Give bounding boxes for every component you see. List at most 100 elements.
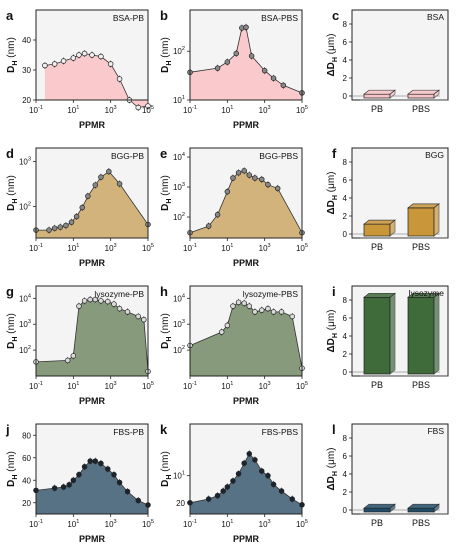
- data-point-j: [116, 479, 123, 486]
- plot-border-b: [189, 9, 303, 101]
- plot-border-j: [35, 423, 149, 515]
- data-point-g: [111, 301, 117, 307]
- y-tick-label: 80: [22, 431, 31, 440]
- data-point-k: [220, 488, 226, 494]
- y-tick-label: 103: [19, 319, 31, 329]
- data-point-b: [280, 82, 287, 89]
- data-point-g: [70, 353, 77, 359]
- data-point-d: [79, 204, 85, 211]
- plot-frame-l: [351, 423, 449, 515]
- bar-side-PB: [389, 89, 396, 99]
- panel-title-l: FBS: [427, 426, 444, 436]
- svg-text:DH (nm): DH (nm): [160, 175, 173, 211]
- data-point-g: [92, 296, 99, 303]
- data-point-a: [76, 52, 82, 58]
- panel-title-f: BGG: [425, 150, 444, 160]
- area-fill-d: [36, 171, 148, 238]
- data-point-j: [76, 471, 82, 478]
- x-tick-label: 103: [105, 519, 117, 529]
- y-tick-label: 8: [343, 20, 348, 29]
- bar-PB: [363, 223, 391, 237]
- y-axis-label-e: DH (nm): [160, 175, 173, 211]
- y-axis-label-k: DH (nm): [160, 451, 173, 487]
- data-point-j: [81, 464, 88, 470]
- x-tick-label: 105: [142, 243, 154, 253]
- y-tick-label: 101: [173, 471, 185, 481]
- y-axis-label-b: DH (nm): [160, 37, 173, 73]
- x-tick-label: 105: [296, 105, 308, 115]
- data-point-a: [145, 103, 151, 109]
- x-tick-label: 101: [221, 105, 233, 115]
- y-tick-label: 4: [343, 194, 348, 203]
- svg-text:DH (nm): DH (nm): [6, 313, 19, 349]
- x-tick-label: 10-1: [29, 243, 43, 253]
- x-axis-label: PPMR: [79, 120, 106, 130]
- x-axis-label: PPMR: [233, 258, 260, 268]
- area-fill-b: [190, 27, 302, 100]
- bar-side-PB: [389, 219, 396, 237]
- x-category-label: PB: [371, 104, 383, 114]
- panel-letter-j: j: [5, 422, 10, 437]
- plot-border-e: [189, 147, 303, 239]
- data-point-g: [105, 298, 111, 305]
- data-point-h: [259, 307, 265, 313]
- data-point-b: [233, 50, 239, 57]
- data-point-j: [60, 484, 67, 490]
- series-line-k: [189, 453, 303, 506]
- svg-text:ΔDH (μm): ΔDH (μm): [326, 447, 339, 490]
- data-point-g: [64, 357, 71, 364]
- x-tick-label: 101: [221, 381, 233, 391]
- svg-text:DH (nm): DH (nm): [160, 37, 173, 73]
- x-tick-label: 103: [105, 243, 117, 253]
- y-tick-label: 102: [173, 212, 185, 222]
- bar-PBS: [407, 207, 435, 237]
- bar-side-PB: [389, 292, 396, 375]
- plot-frame-c: [351, 9, 449, 101]
- series-label-g: lysozyme-PB: [94, 289, 144, 299]
- data-point-a: [42, 62, 48, 69]
- data-point-j: [51, 485, 58, 491]
- series-label-h: lysozyme-PBS: [243, 289, 299, 299]
- plot-border-k: [189, 423, 303, 515]
- data-point-e: [246, 172, 253, 178]
- panel-title-c: BSA: [427, 12, 444, 22]
- x-axis-label: PPMR: [233, 396, 260, 406]
- data-point-a: [81, 50, 88, 57]
- data-point-a: [116, 76, 123, 82]
- x-tick-label: 101: [67, 519, 79, 529]
- y-tick-label: 60: [22, 454, 31, 463]
- data-point-h: [270, 309, 277, 315]
- series-label-e: BGG-PBS: [259, 151, 298, 161]
- y-tick-label: 103: [173, 319, 185, 329]
- y-axis-label-j: DH (nm): [6, 451, 19, 487]
- x-tick-label: 101: [67, 381, 79, 391]
- x-axis-label: PPMR: [79, 534, 106, 544]
- x-axis-label: PPMR: [233, 534, 260, 544]
- data-point-a: [89, 52, 95, 58]
- data-point-h: [252, 309, 258, 315]
- y-tick-label: 104: [173, 152, 185, 162]
- y-tick-label: 104: [19, 293, 31, 303]
- data-point-j: [66, 482, 72, 488]
- data-point-h: [278, 309, 285, 315]
- data-point-e: [214, 211, 221, 218]
- x-category-label: PB: [371, 242, 383, 252]
- data-point-e: [274, 185, 281, 192]
- y-tick-label: 20: [22, 96, 31, 105]
- panel-letter-i: i: [332, 284, 336, 299]
- y-tick-label: 6: [343, 314, 348, 323]
- data-point-g: [124, 309, 131, 315]
- data-point-k: [252, 457, 258, 463]
- data-point-j: [70, 477, 77, 484]
- data-point-g: [141, 316, 147, 323]
- x-category-label: PBS: [412, 518, 430, 528]
- bar-PB: [363, 93, 391, 99]
- x-category-label: PBS: [412, 380, 430, 390]
- y-tick-label: 8: [343, 296, 348, 305]
- svg-text:DH (nm): DH (nm): [6, 175, 19, 211]
- x-tick-label: 103: [105, 381, 117, 391]
- y-tick-label: 4: [343, 56, 348, 65]
- y-axis-label-l: ΔDH (μm): [326, 447, 339, 490]
- plot-border-g: [35, 285, 149, 377]
- x-tick-label: 10-1: [29, 519, 43, 529]
